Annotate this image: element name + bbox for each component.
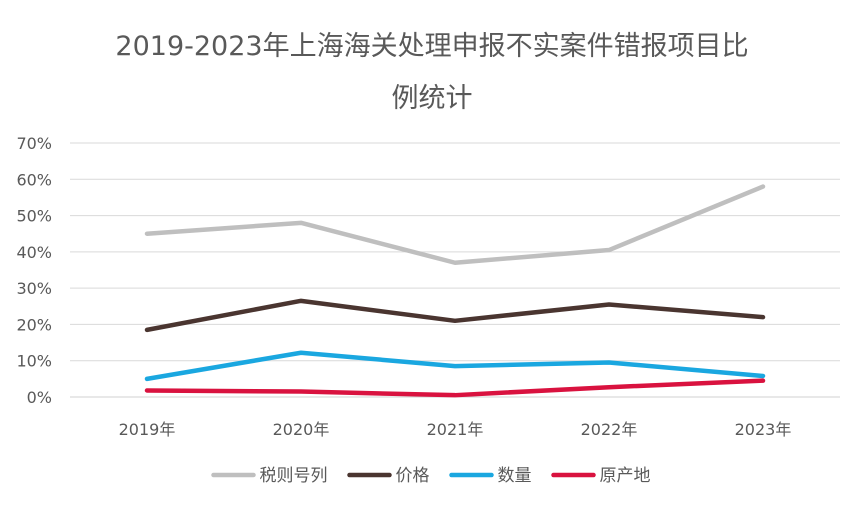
legend-label: 价格 — [396, 466, 430, 486]
y-tick-label: 50% — [16, 207, 52, 226]
x-tick-label: 2021年 — [427, 420, 484, 439]
x-tick-label: 2020年 — [273, 420, 330, 439]
series-line — [144, 350, 766, 382]
series-line — [144, 378, 766, 398]
legend-label: 数量 — [498, 466, 532, 486]
y-tick-label: 40% — [16, 243, 52, 262]
chart-title-line-2: 例统计 — [391, 83, 473, 114]
x-tick-label: 2022年 — [581, 420, 638, 439]
y-tick-label: 10% — [16, 352, 52, 371]
chart-title-line-1: 2019-2023年上海海关处理申报不实案件错报项目比 — [115, 31, 749, 62]
series-line — [144, 184, 766, 265]
y-tick-label: 30% — [16, 279, 52, 298]
series-line — [144, 298, 766, 333]
y-tick-label: 20% — [16, 315, 52, 334]
x-tick-label: 2019年 — [119, 420, 176, 439]
legend-label: 原产地 — [600, 466, 651, 486]
y-tick-label: 0% — [27, 388, 52, 407]
x-tick-label: 2023年 — [735, 420, 792, 439]
legend-label: 税则号列 — [260, 466, 328, 486]
y-tick-label: 70% — [16, 134, 52, 153]
y-tick-label: 60% — [16, 170, 52, 189]
